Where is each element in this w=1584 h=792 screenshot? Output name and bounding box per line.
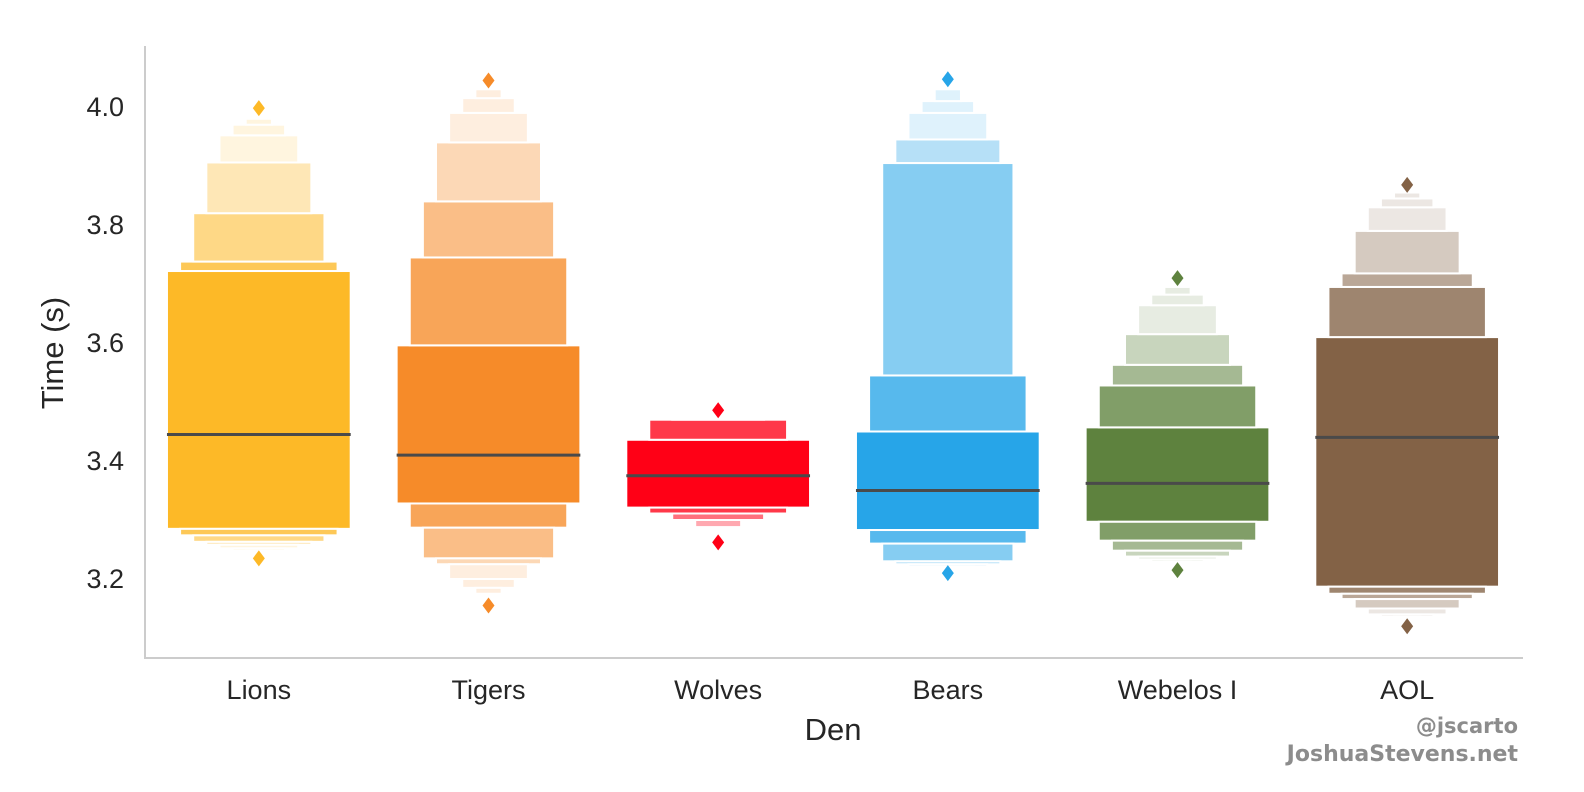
y-tick-label: 3.2 — [86, 564, 124, 594]
y-tick-label: 3.6 — [86, 328, 124, 358]
boxen-box-lower — [694, 519, 743, 529]
outlier-point — [1171, 270, 1184, 287]
outlier-point — [1171, 562, 1184, 579]
boxen-box-upper — [1124, 333, 1231, 366]
boxen-box-upper — [1353, 229, 1461, 275]
boxen-box-upper — [205, 161, 313, 215]
outlier-point — [482, 72, 495, 89]
y-tick-label: 4.0 — [86, 92, 124, 122]
boxen-box-lower — [881, 542, 1015, 563]
boxen-box-lower — [1353, 598, 1461, 610]
boxen-box-lower — [1327, 585, 1487, 595]
boxen-box-upper — [1393, 191, 1422, 200]
boxen-box-upper — [192, 212, 326, 263]
boxen-box-upper — [1379, 197, 1435, 209]
boxen-box-lower — [461, 578, 516, 589]
boxen-box-upper — [1327, 285, 1487, 339]
y-axis-title: Time (s) — [35, 297, 70, 410]
x-tick-label: Bears — [913, 675, 984, 705]
outlier-point — [252, 550, 265, 567]
boxen-box-upper — [218, 134, 300, 164]
x-tick-labels: Lions Tigers Wolves Bears Webelos I AOL — [227, 675, 1435, 705]
boxen-box-upper — [435, 141, 542, 203]
x-tick-label: Wolves — [674, 675, 762, 705]
boxen-box-upper — [448, 111, 529, 144]
boxen-box-lower — [421, 526, 556, 560]
boxen-box-upper — [421, 200, 556, 259]
boxen-box-upper — [881, 162, 1015, 377]
outlier-point — [1401, 176, 1414, 193]
boxes-layer — [165, 71, 1501, 635]
x-tick-label: Tigers — [451, 675, 525, 705]
boxen-group — [165, 100, 352, 567]
boxen-box-upper — [1110, 363, 1245, 387]
outlier-point — [712, 534, 725, 551]
boxen-box-upper — [933, 88, 962, 103]
boxen-box — [854, 430, 1041, 532]
boxen-box — [395, 344, 582, 505]
boxen-box-lower — [1110, 539, 1245, 552]
outlier-point — [1401, 618, 1414, 635]
boxen-box-upper — [1150, 293, 1205, 307]
boxen-box-upper — [408, 256, 569, 347]
boxen-box — [165, 270, 352, 530]
boxen-box-upper — [179, 260, 339, 273]
boxen-box-upper — [1163, 285, 1192, 296]
boxen-box-lower — [448, 563, 529, 580]
y-tick-labels: 3.2 3.4 3.6 3.8 4.0 — [86, 92, 124, 594]
boxen-box-upper — [1340, 272, 1474, 288]
x-tick-label: Webelos I — [1118, 675, 1238, 705]
boxen-box-lower — [868, 529, 1028, 545]
boxen-box-upper — [461, 97, 516, 114]
outlier-point — [252, 100, 265, 117]
boxen-box-upper — [474, 88, 503, 100]
boxen-box-upper — [648, 418, 789, 441]
boxen-group — [395, 72, 582, 614]
boxen-box-upper — [894, 138, 1002, 165]
boxen-group — [1314, 176, 1501, 635]
boxen-group — [854, 71, 1041, 582]
credit-handle: @jscarto — [1415, 714, 1518, 738]
credit-site: JoshuaStevens.net — [1286, 742, 1518, 767]
boxen-group — [1084, 270, 1271, 579]
boxen-box-upper — [868, 374, 1028, 433]
boxen-box-lower — [1097, 520, 1258, 542]
boxen-box — [1084, 426, 1271, 523]
boxen-box-lower — [474, 586, 503, 595]
x-tick-label: AOL — [1380, 675, 1434, 705]
boxen-box — [1314, 336, 1501, 588]
boxen-box-upper — [1366, 206, 1448, 232]
boxen-box-upper — [244, 117, 273, 126]
boxen-box-upper — [1137, 304, 1218, 336]
boxen-box-lower — [408, 502, 569, 529]
boxen-box-upper — [920, 100, 976, 114]
outlier-point — [941, 71, 954, 88]
boxen-group — [625, 402, 812, 551]
x-axis-title: Den — [805, 712, 862, 747]
boxen-box — [625, 438, 812, 509]
boxen-box-upper — [231, 123, 287, 137]
boxen-box-upper — [907, 111, 989, 141]
y-tick-label: 3.4 — [86, 446, 124, 476]
outlier-point — [941, 565, 954, 582]
y-tick-label: 3.8 — [86, 210, 124, 240]
x-tick-label: Lions — [227, 675, 292, 705]
outlier-point — [712, 402, 725, 419]
outlier-point — [482, 597, 495, 614]
boxen-box-upper — [1097, 384, 1258, 429]
